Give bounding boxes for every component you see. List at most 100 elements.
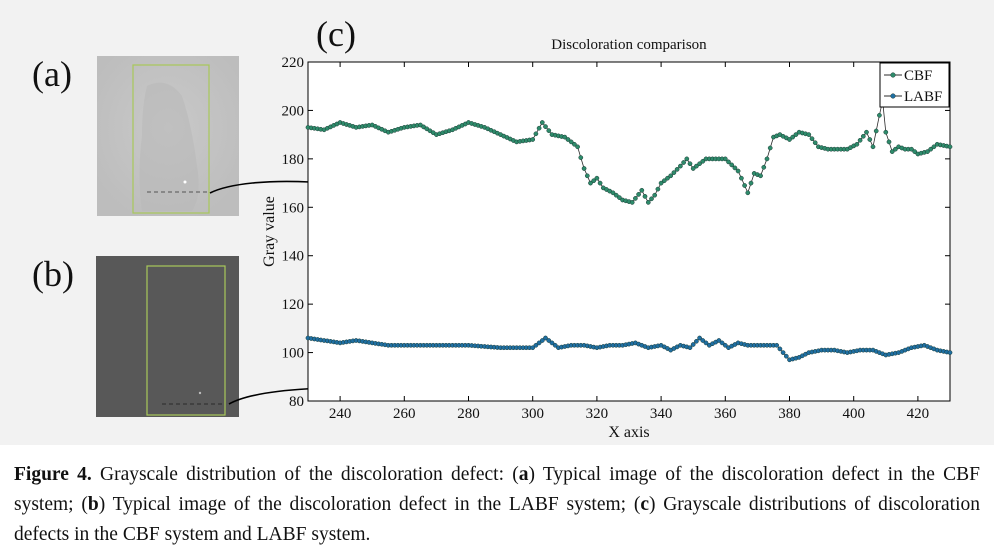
data-point-cbf — [761, 164, 767, 170]
y-tick-label: 80 — [289, 394, 304, 410]
data-point-cbf — [742, 183, 747, 188]
data-point-cbf — [877, 112, 882, 118]
data-point-cbf — [732, 165, 738, 171]
figure-caption: Figure 4. Grayscale distribution of the … — [14, 460, 980, 550]
data-point-cbf — [870, 144, 876, 150]
data-point-cbf — [591, 178, 597, 184]
data-point-labf — [700, 338, 706, 343]
data-point-cbf — [893, 146, 898, 152]
data-point-cbf — [639, 187, 645, 193]
data-point-cbf — [886, 139, 892, 145]
legend-marker-cbf — [890, 72, 896, 78]
caption-text-4: ) Grayscale distributions of discolorati… — [14, 494, 980, 545]
data-point-cbf — [658, 180, 664, 186]
data-point-labf — [780, 350, 786, 355]
data-point-labf — [774, 342, 780, 348]
data-point-cbf — [584, 173, 590, 179]
legend-marker-labf — [890, 93, 896, 99]
data-point-cbf — [735, 168, 741, 174]
data-point-labf — [687, 345, 693, 351]
data-point-cbf — [947, 144, 953, 150]
x-tick-label: 260 — [393, 406, 416, 422]
data-point-cbf — [889, 149, 895, 154]
data-point-cbf — [857, 137, 863, 143]
x-axis-label: X axis — [608, 424, 649, 441]
data-point-labf — [694, 338, 699, 344]
caption-ref-a: a — [518, 464, 529, 485]
data-point-cbf — [668, 173, 674, 179]
data-point-cbf — [809, 136, 815, 142]
data-point-cbf — [860, 133, 866, 139]
data-point-cbf — [909, 146, 914, 152]
data-point-cbf — [633, 196, 638, 201]
data-point-cbf — [931, 144, 937, 150]
y-tick-label: 120 — [282, 297, 305, 313]
data-point-cbf — [588, 180, 593, 186]
data-point-cbf — [629, 200, 635, 205]
data-point-cbf — [655, 186, 661, 192]
data-point-cbf — [690, 166, 696, 171]
data-point-cbf — [764, 156, 770, 162]
data-point-cbf — [883, 129, 889, 135]
data-point-cbf — [575, 144, 580, 150]
data-point-labf — [719, 340, 725, 346]
x-tick-label: 240 — [329, 406, 352, 422]
data-point-cbf — [806, 132, 812, 137]
panel-label-a: (a) — [32, 54, 72, 94]
data-point-cbf — [636, 192, 641, 197]
data-point-cbf — [739, 175, 744, 181]
data-point-cbf — [649, 196, 654, 202]
data-point-labf — [947, 350, 953, 355]
x-tick-label: 340 — [650, 406, 673, 422]
data-point-labf — [697, 335, 702, 341]
data-point-cbf — [867, 137, 873, 142]
caption-ref-b: b — [87, 494, 99, 515]
data-point-cbf — [928, 146, 934, 152]
caption-label: Figure 4. — [14, 464, 92, 485]
x-tick-label: 320 — [586, 406, 609, 422]
legend-box — [879, 62, 950, 108]
data-point-labf — [703, 340, 709, 346]
data-point-cbf — [597, 180, 603, 186]
x-tick-label: 300 — [521, 406, 544, 422]
data-point-cbf — [873, 128, 879, 134]
data-point-cbf — [694, 163, 699, 169]
labf-defect-image-drawing — [96, 256, 239, 417]
data-point-cbf — [594, 175, 600, 181]
data-point-cbf — [767, 145, 773, 151]
x-tick-label: 420 — [907, 406, 930, 422]
legend-label-labf: LABF — [904, 89, 942, 105]
data-point-labf — [722, 342, 728, 348]
caption-text-3: ) Typical image of the discoloration def… — [98, 494, 641, 515]
y-tick-label: 160 — [282, 200, 305, 216]
data-point-cbf — [790, 134, 796, 140]
data-point-labf — [783, 353, 789, 359]
panel-label-c: (c) — [316, 14, 356, 54]
data-point-labf — [552, 342, 558, 348]
data-point-cbf — [610, 190, 616, 196]
data-point-cbf — [661, 178, 667, 184]
y-tick-label: 200 — [282, 103, 305, 119]
data-point-cbf — [684, 156, 690, 162]
data-point-cbf — [787, 137, 792, 142]
y-tick-label: 140 — [282, 249, 305, 265]
data-point-cbf — [613, 192, 619, 198]
data-point-cbf — [642, 194, 648, 199]
data-point-cbf — [700, 158, 706, 164]
data-point-labf — [546, 338, 552, 343]
data-point-labf — [716, 338, 722, 343]
data-point-labf — [539, 338, 545, 343]
data-point-cbf — [530, 137, 536, 142]
data-point-cbf — [533, 131, 539, 137]
data-point-cbf — [687, 161, 693, 167]
caption-ref-c: c — [640, 494, 649, 515]
data-point-cbf — [864, 129, 869, 135]
data-point-cbf — [912, 149, 918, 154]
labf-defect-image — [96, 256, 239, 417]
data-point-labf — [690, 342, 696, 347]
legend-label-cbf: CBF — [904, 68, 932, 84]
data-point-cbf — [562, 134, 568, 140]
data-point-cbf — [565, 137, 571, 142]
data-point-cbf — [546, 128, 552, 133]
caption-text-2: ) Typical image of the discoloration def… — [14, 464, 980, 515]
